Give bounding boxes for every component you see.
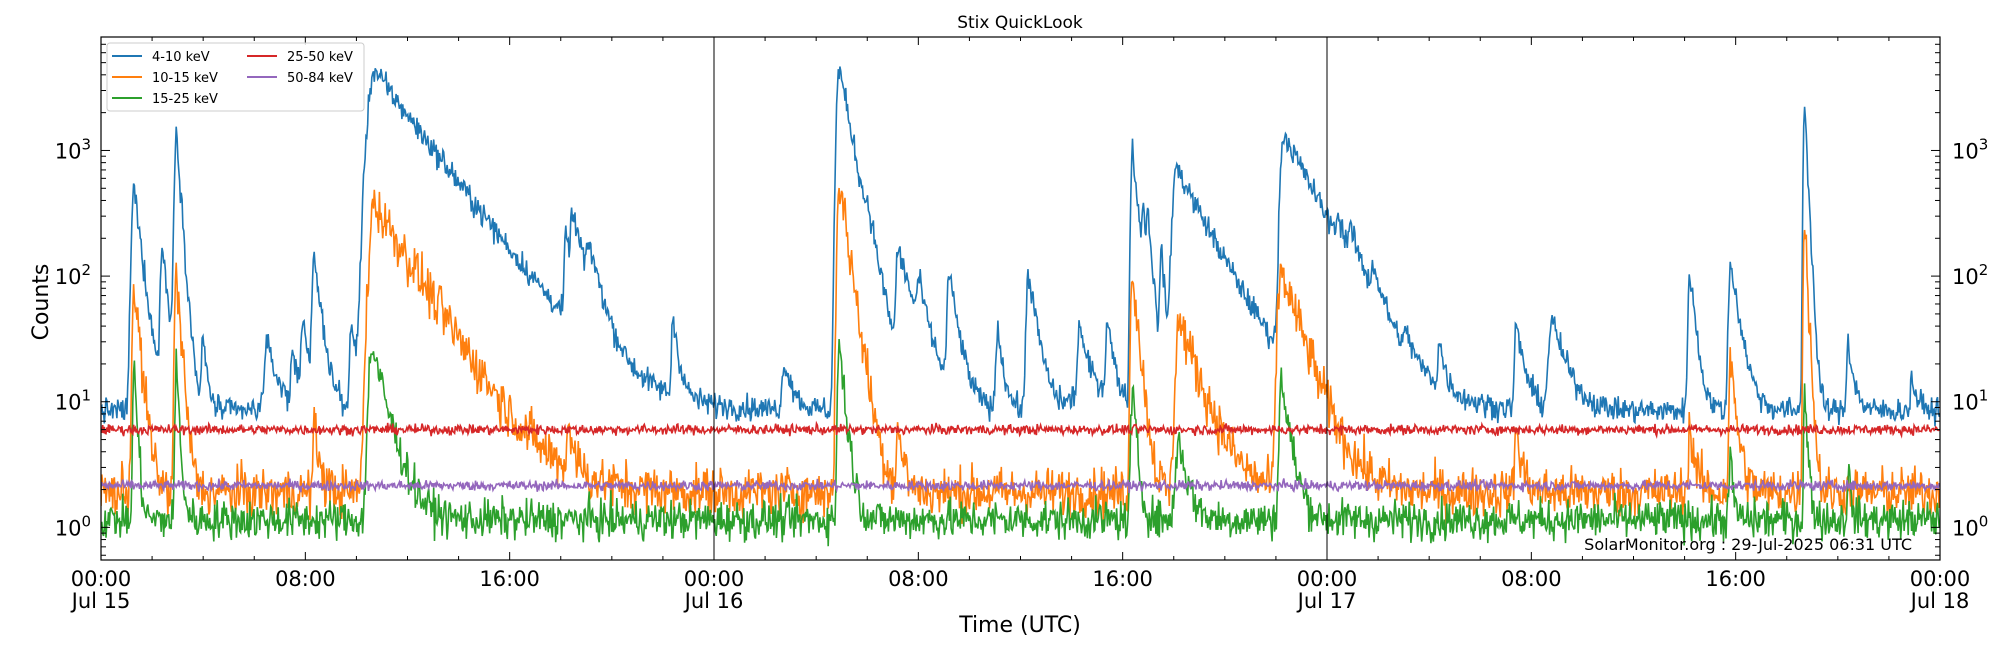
x-tick-label: 00:00 [1910,567,1971,591]
legend-label: 10-15 keV [152,71,218,86]
x-tick-label: 00:00 [71,567,132,591]
x-tick-label: 08:00 [888,567,949,591]
y-tick-label: 100 [1952,512,1988,540]
legend-label: 50-84 keV [287,71,353,86]
plot-area [101,66,1940,547]
legend: 4-10 keV 10-15 keV 15-25 keV 25-50 keV 50-84… [106,42,365,112]
x-tick-label: 16:00 [1705,567,1766,591]
legend-label: 15-25 keV [152,92,218,107]
axis-ticks [100,36,1941,560]
x-tick-label: 16:00 [479,567,540,591]
legend-label: 25-50 keV [287,50,353,65]
series-line-4-10-kev [101,66,1940,427]
y-tick-label: 101 [1952,387,1988,415]
x-tick-date-label: Jul 18 [1909,589,1970,613]
x-axis-label: Time (UTC) [958,613,1081,638]
series-layer [101,66,1940,547]
series-line-10-15-kev [101,187,1940,526]
x-tick-date-label: Jul 16 [683,589,744,613]
x-tick-label: 00:00 [1297,567,1358,591]
x-tick-label: 08:00 [1501,567,1562,591]
series-line-15-25-kev [101,338,1940,547]
x-tick-date-label: Jul 15 [70,589,131,613]
y-tick-label: 101 [55,387,91,415]
y-tick-label: 102 [1952,261,1988,289]
y-tick-label: 100 [55,512,91,540]
y-tick-label: 103 [55,135,91,163]
series-line-25-50-kev [101,420,1940,439]
y-tick-label: 102 [55,261,91,289]
x-tick-label: 16:00 [1092,567,1153,591]
y-axis-label: Counts [29,264,54,341]
chart-title: Stix QuickLook [957,13,1083,33]
legend-label: 4-10 keV [152,50,210,65]
x-tick-date-label: Jul 17 [1296,589,1357,613]
series-line-50-84-kev [101,477,1940,494]
legend-box [106,42,365,112]
day-dividers [713,37,1328,560]
x-tick-label: 08:00 [275,567,336,591]
y-tick-label: 103 [1952,135,1988,163]
x-tick-label: 00:00 [684,567,745,591]
credit-text: SolarMonitor.org : 29-Jul-2025 06:31 UTC [1584,535,1912,554]
